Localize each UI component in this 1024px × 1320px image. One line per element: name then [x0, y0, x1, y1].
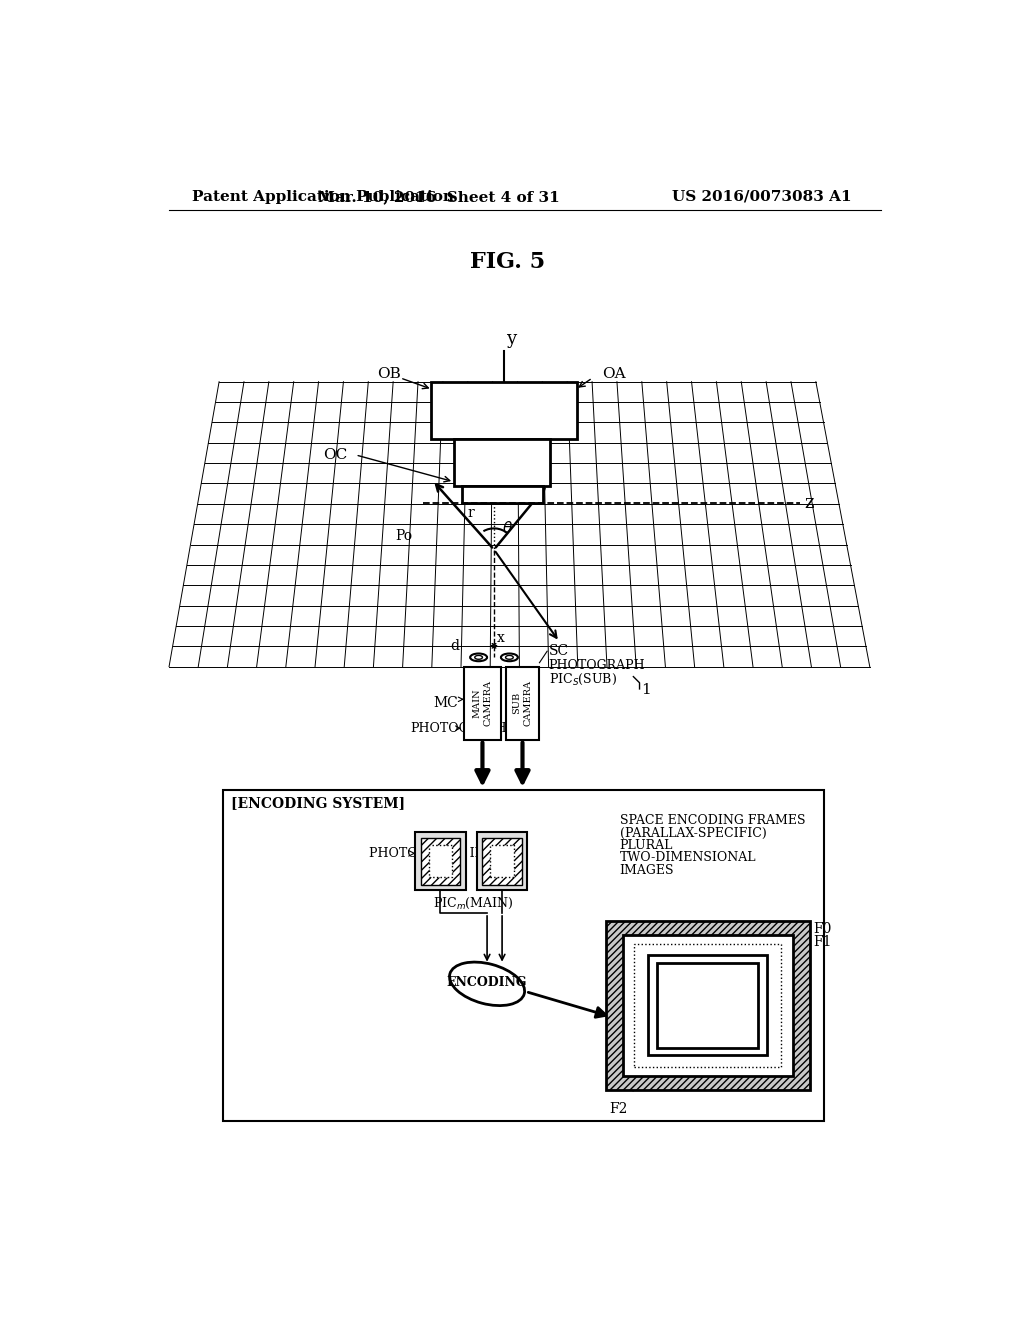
Text: $\theta$: $\theta$ [502, 520, 513, 536]
Text: IMAGES: IMAGES [620, 863, 674, 876]
Text: PHOTOGRAPH: PHOTOGRAPH [549, 659, 645, 672]
Text: F1: F1 [813, 935, 833, 949]
Text: FIG. 5: FIG. 5 [470, 251, 546, 273]
Text: OA: OA [602, 367, 626, 381]
Bar [431, 381, 578, 440]
Ellipse shape [501, 653, 518, 661]
Text: Po: Po [395, 529, 413, 543]
Text: PHOTOGRAPH: PHOTOGRAPH [410, 722, 507, 735]
Bar [462, 486, 543, 503]
Ellipse shape [450, 962, 524, 1006]
Text: SC: SC [549, 644, 568, 659]
Text: z: z [804, 494, 814, 512]
Text: SUB
CAMERA: SUB CAMERA [512, 680, 532, 726]
Bar [429, 845, 453, 876]
Text: (PARALLAX-SPECIFIC): (PARALLAX-SPECIFIC) [620, 826, 766, 840]
Text: MC: MC [433, 696, 458, 710]
Text: PIC$_S$(SUB): PIC$_S$(SUB) [549, 672, 616, 686]
Text: OB: OB [377, 367, 400, 381]
Bar [648, 956, 767, 1056]
Text: US 2016/0073083 A1: US 2016/0073083 A1 [672, 190, 852, 203]
Bar [605, 921, 810, 1090]
Bar [490, 845, 514, 876]
Bar [223, 789, 823, 1121]
Bar [623, 935, 793, 1076]
Text: F0: F0 [813, 923, 831, 936]
Bar [482, 838, 521, 884]
Text: r: r [467, 506, 474, 520]
Bar [421, 838, 460, 884]
Text: PIC$_m$(MAIN): PIC$_m$(MAIN) [433, 896, 513, 911]
Text: Mar. 10, 2016  Sheet 4 of 31: Mar. 10, 2016 Sheet 4 of 31 [317, 190, 559, 203]
Bar [416, 832, 466, 890]
Bar [506, 667, 540, 739]
Text: 1: 1 [641, 684, 651, 697]
Bar [454, 440, 550, 486]
Text: F2: F2 [609, 1102, 628, 1117]
Bar [464, 667, 501, 739]
Text: PLURAL: PLURAL [620, 840, 673, 853]
Text: MAIN
CAMERA: MAIN CAMERA [472, 680, 493, 726]
Text: TWO-DIMENSIONAL: TWO-DIMENSIONAL [620, 851, 756, 865]
Ellipse shape [475, 656, 482, 659]
Ellipse shape [506, 656, 513, 659]
Ellipse shape [470, 653, 487, 661]
Text: ENCODING: ENCODING [446, 975, 527, 989]
Bar [477, 832, 527, 890]
Text: x: x [497, 631, 505, 645]
Text: [ENCODING SYSTEM]: [ENCODING SYSTEM] [230, 796, 404, 810]
Text: PHOTOGRAPH IMAGE: PHOTOGRAPH IMAGE [370, 847, 516, 859]
Bar [634, 944, 781, 1067]
Bar [657, 964, 758, 1048]
Text: y: y [506, 330, 516, 348]
Text: SPACE ENCODING FRAMES: SPACE ENCODING FRAMES [620, 814, 805, 828]
Text: OC: OC [323, 447, 347, 462]
Text: d: d [451, 639, 460, 653]
Text: Patent Application Publication: Patent Application Publication [193, 190, 455, 203]
